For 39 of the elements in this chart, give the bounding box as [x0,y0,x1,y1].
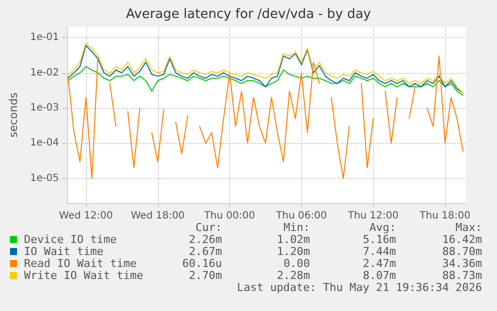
text: 2.26m [188,233,222,246]
text: 88.70m [442,245,482,258]
text: 34.36m [442,257,482,270]
x-tick-label: Thu 06:00 [275,210,327,222]
text: 2.67m [188,245,222,258]
legend-label: Write IO Wait time [24,269,144,282]
text: 7.44m [362,245,396,258]
text: 1.20m [276,245,310,258]
text: 1.02m [276,233,310,246]
y-tick-label: 1e-04 [30,138,59,149]
y-tick-label: 1e-03 [30,102,59,114]
text: 8.07m [362,269,396,282]
text: 2.70m [188,269,222,282]
x-tick-label: Thu 12:00 [346,210,399,222]
text: 5.16m [362,233,396,246]
x-tick-label: Thu 00:00 [203,210,255,222]
legend-label: Read IO Wait time [24,257,137,270]
line-series [68,66,464,96]
text: 0.00 [284,257,310,270]
text: 88.73m [442,269,482,282]
text: Cur: [196,221,222,234]
legend-label: IO Wait time [24,245,104,258]
x-tick-label: Wed 12:00 [59,210,113,222]
x-tick-label: Wed 18:00 [130,210,185,222]
text: Max: [456,221,482,234]
y-tick-label: 1e-05 [30,172,59,184]
text: 60.16u [182,257,222,270]
text: Min: [284,221,310,234]
text: 16.42m [442,233,482,246]
chart-title: Average latency for /dev/vda - by day [126,7,372,22]
y-tick-label: 1e-01 [30,32,59,44]
text: 2.47m [362,257,396,270]
y-axis-title: seconds [7,92,20,138]
x-tick-label: Thu 18:00 [418,210,470,222]
legend-label: Device IO time [24,233,117,246]
text: Avg: [370,221,396,234]
y-tick-label: 1e-02 [30,67,59,78]
text: 2.28m [276,269,310,282]
text: Last update: Thu May 21 19:36:34 2026 [236,281,482,294]
